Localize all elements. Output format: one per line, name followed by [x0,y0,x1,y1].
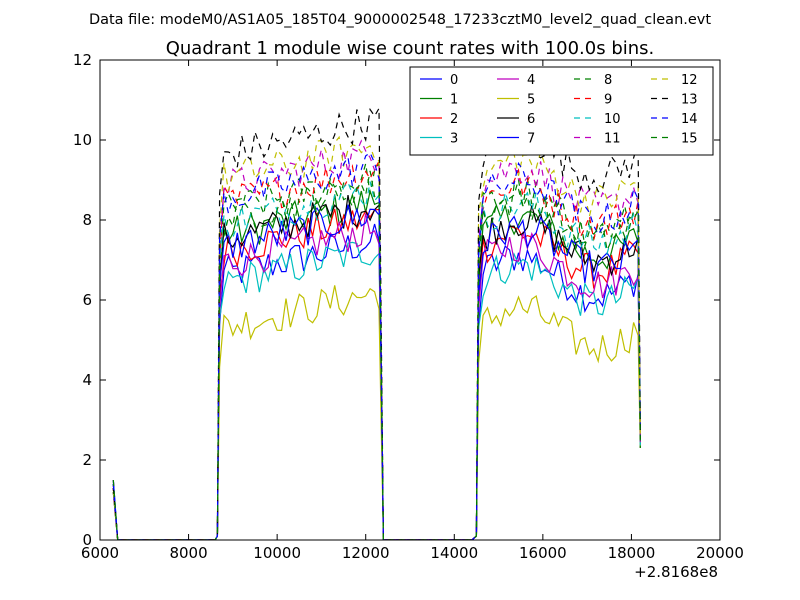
series-line-0 [112,223,641,540]
legend-label-7: 7 [527,132,535,147]
x-tick-label: 18000 [608,544,656,562]
legend-box [409,66,714,156]
series-line-11 [112,139,641,540]
legend-label-8: 8 [604,73,612,88]
series-line-8 [112,161,641,540]
series-line-10 [112,181,641,540]
series-line-15 [112,170,641,540]
series-line-14 [112,151,641,540]
legend-label-0: 0 [450,73,458,88]
series-line-1 [112,188,641,540]
x-tick-label: 12000 [342,544,390,562]
legend-label-4: 4 [527,73,535,88]
legend-label-1: 1 [450,93,458,108]
x-tick-label: 14000 [430,544,478,562]
legend-label-10: 10 [604,112,621,127]
legend-label-15: 15 [681,132,698,147]
series-line-3 [112,241,641,540]
y-tick-label: 2 [82,451,92,469]
x-tick-label: 16000 [519,544,567,562]
y-tick-label: 0 [82,531,92,549]
y-tick-label: 4 [82,371,92,389]
series-line-13 [112,106,641,540]
legend-label-12: 12 [681,73,698,88]
y-tick-label: 10 [73,131,92,149]
legend-label-14: 14 [681,112,698,127]
legend-label-9: 9 [604,93,612,108]
x-tick-label: 6000 [81,544,119,562]
y-tick-label: 6 [82,291,92,309]
axes: 6000 8000 10000 12000 14000 16000 18000 20000 0 2… [73,51,744,562]
x-tick-label: 8000 [169,544,207,562]
series-line-2 [112,208,641,540]
legend-label-13: 13 [681,93,698,108]
series-line-7 [112,204,641,540]
series-line-9 [112,159,641,540]
chart-subtitle: Data file: modeM0/AS1A05_185T04_90000025… [89,12,711,28]
chart-title: Quadrant 1 module wise count rates with … [166,38,655,59]
legend-label-3: 3 [450,132,458,147]
series-line-4 [112,213,641,540]
series-line-5 [112,285,641,540]
legend-label-5: 5 [527,93,535,108]
x-tick-label: 20000 [696,544,744,562]
x-tick-label: 10000 [253,544,301,562]
y-tick-label: 12 [73,51,92,69]
legend-label-2: 2 [450,112,458,127]
x-offset-label: +2.8168e8 [634,563,718,581]
legend-label-6: 6 [527,112,535,127]
plot-area [112,106,641,540]
y-tick-label: 8 [82,211,92,229]
legend-label-11: 11 [604,132,621,147]
